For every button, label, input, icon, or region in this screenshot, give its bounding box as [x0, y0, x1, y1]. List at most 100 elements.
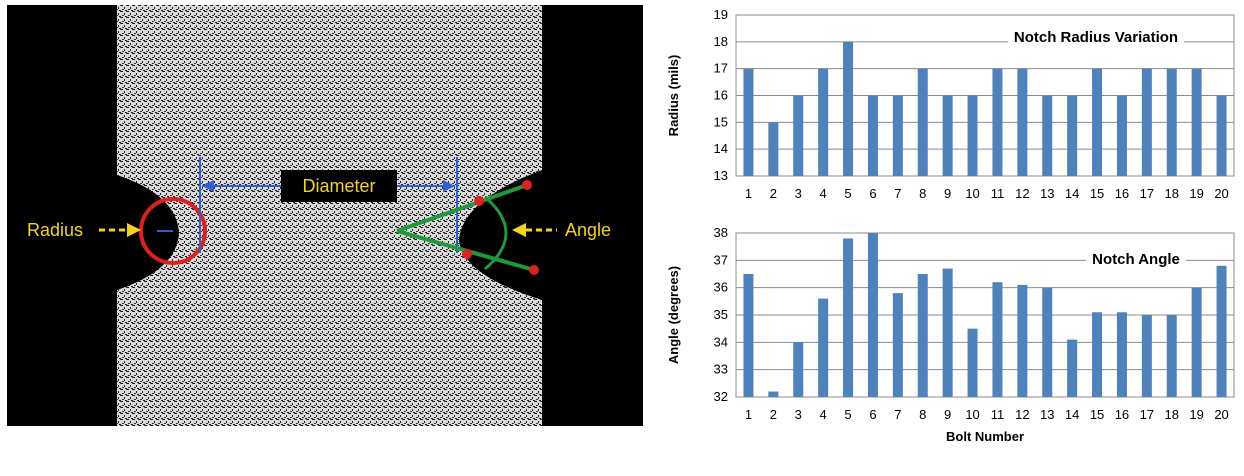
bar [1216, 95, 1227, 176]
diameter-label: Diameter [302, 176, 375, 196]
bar [843, 238, 854, 397]
x-tick-label: 10 [965, 186, 979, 201]
x-tick-label: 20 [1214, 407, 1228, 422]
bar [1191, 287, 1202, 397]
x-tick-label: 5 [844, 407, 851, 422]
x-tick-label: 5 [844, 186, 851, 201]
x-tick-label: 15 [1090, 186, 1104, 201]
bar [1116, 312, 1127, 397]
y-axis-title: Radius (mils) [666, 55, 681, 137]
x-tick-label: 15 [1090, 407, 1104, 422]
bar [768, 391, 779, 397]
x-tick-label: 3 [795, 186, 802, 201]
y-tick-label: 38 [714, 225, 728, 240]
diameter-label-box [281, 170, 397, 202]
y-tick-label: 35 [714, 307, 728, 322]
bar [1116, 95, 1127, 176]
bar [892, 95, 903, 176]
x-tick-label: 2 [770, 407, 777, 422]
x-tick-label: 8 [919, 186, 926, 201]
y-tick-label: 15 [714, 114, 728, 129]
x-tick-label: 17 [1140, 407, 1154, 422]
bar [1166, 315, 1177, 397]
angle-label: Angle [565, 220, 611, 240]
bar [867, 233, 878, 397]
bar [1141, 68, 1152, 176]
bar [793, 342, 804, 397]
x-tick-label: 1 [745, 186, 752, 201]
x-tick-label: 19 [1189, 407, 1203, 422]
angle-line-upper [396, 183, 528, 233]
y-tick-label: 33 [714, 362, 728, 377]
angle-point [522, 180, 532, 190]
x-tick-label: 4 [820, 407, 827, 422]
x-tick-label: 6 [869, 186, 876, 201]
bar [1042, 287, 1053, 397]
y-tick-label: 34 [714, 334, 728, 349]
x-tick-label: 19 [1189, 186, 1203, 201]
x-tick-label: 3 [795, 407, 802, 422]
bar [992, 68, 1003, 176]
x-tick-label: 16 [1115, 186, 1129, 201]
y-tick-label: 16 [714, 88, 728, 103]
x-tick-label: 12 [1015, 407, 1029, 422]
x-tick-label: 20 [1214, 186, 1228, 201]
bar [793, 95, 804, 176]
x-tick-label: 4 [820, 186, 827, 201]
bar [1092, 68, 1103, 176]
x-tick-label: 9 [944, 186, 951, 201]
x-tick-label: 10 [965, 407, 979, 422]
chart-title-background [1007, 27, 1185, 48]
bar [818, 68, 829, 176]
x-tick-label: 1 [745, 407, 752, 422]
bar [967, 328, 978, 397]
bar [1216, 265, 1227, 397]
chart-title: Notch Radius Variation [1014, 29, 1178, 46]
y-axis-title: Angle (degrees) [666, 266, 681, 364]
bar [768, 122, 779, 176]
bar [1017, 284, 1028, 397]
bar [1141, 315, 1152, 397]
bar [917, 274, 928, 397]
y-tick-label: 13 [714, 168, 728, 183]
y-tick-label: 36 [714, 280, 728, 295]
y-tick-label: 37 [714, 252, 728, 267]
x-tick-label: 13 [1040, 186, 1054, 201]
x-tick-label: 14 [1065, 186, 1079, 201]
y-tick-label: 18 [714, 34, 728, 49]
specimen-body [117, 5, 542, 426]
x-tick-label: 18 [1165, 186, 1179, 201]
y-tick-label: 17 [714, 61, 728, 76]
bar [992, 282, 1003, 397]
x-axis-title: Bolt Number [946, 429, 1024, 444]
bar [843, 41, 854, 177]
y-tick-label: 14 [714, 141, 728, 156]
x-tick-label: 7 [894, 407, 901, 422]
bar [1042, 95, 1053, 176]
radius-circle [139, 197, 207, 265]
angle-arc [484, 195, 508, 271]
bar [743, 68, 754, 176]
chart-title-background [1086, 249, 1186, 270]
bar [1092, 312, 1103, 397]
bar [743, 274, 754, 397]
bar [867, 95, 878, 176]
bar [967, 95, 978, 176]
x-tick-label: 2 [770, 186, 777, 201]
bar [818, 298, 829, 397]
angle-arrow-head [512, 223, 526, 237]
diameter-arrow-left [202, 180, 214, 192]
y-tick-label: 19 [714, 7, 728, 22]
diameter-arrow-right [443, 180, 455, 192]
x-tick-label: 12 [1015, 186, 1029, 201]
x-tick-label: 16 [1115, 407, 1129, 422]
bar [917, 68, 928, 176]
x-tick-label: 9 [944, 407, 951, 422]
chart-title: Notch Angle [1092, 251, 1180, 268]
x-tick-label: 14 [1065, 407, 1079, 422]
bar [1166, 68, 1177, 176]
bar [942, 268, 953, 397]
bar [942, 95, 953, 176]
